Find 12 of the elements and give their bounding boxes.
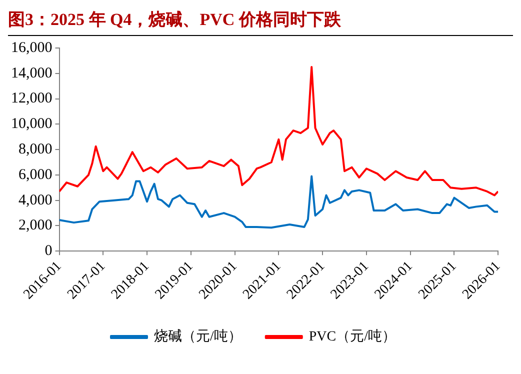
- y-tick-label: 6,000: [18, 166, 52, 183]
- y-tick-label: 0: [44, 243, 52, 260]
- y-tick-label: 16,000: [11, 40, 52, 56]
- y-tick-label: 4,000: [18, 192, 52, 208]
- y-tick-label: 10,000: [11, 116, 52, 132]
- y-tick-label: 8,000: [18, 142, 52, 158]
- y-tick-label: 2,000: [18, 218, 52, 234]
- y-tick-label: 14,000: [11, 65, 52, 82]
- chart-title: 图3：2025 年 Q4，烧碱、PVC 价格同时下跌: [8, 8, 513, 36]
- y-tick-label: 12,000: [11, 90, 52, 107]
- legend-label: 烧碱（元/吨）: [154, 328, 242, 345]
- legend-label: PVC（元/吨）: [308, 328, 396, 345]
